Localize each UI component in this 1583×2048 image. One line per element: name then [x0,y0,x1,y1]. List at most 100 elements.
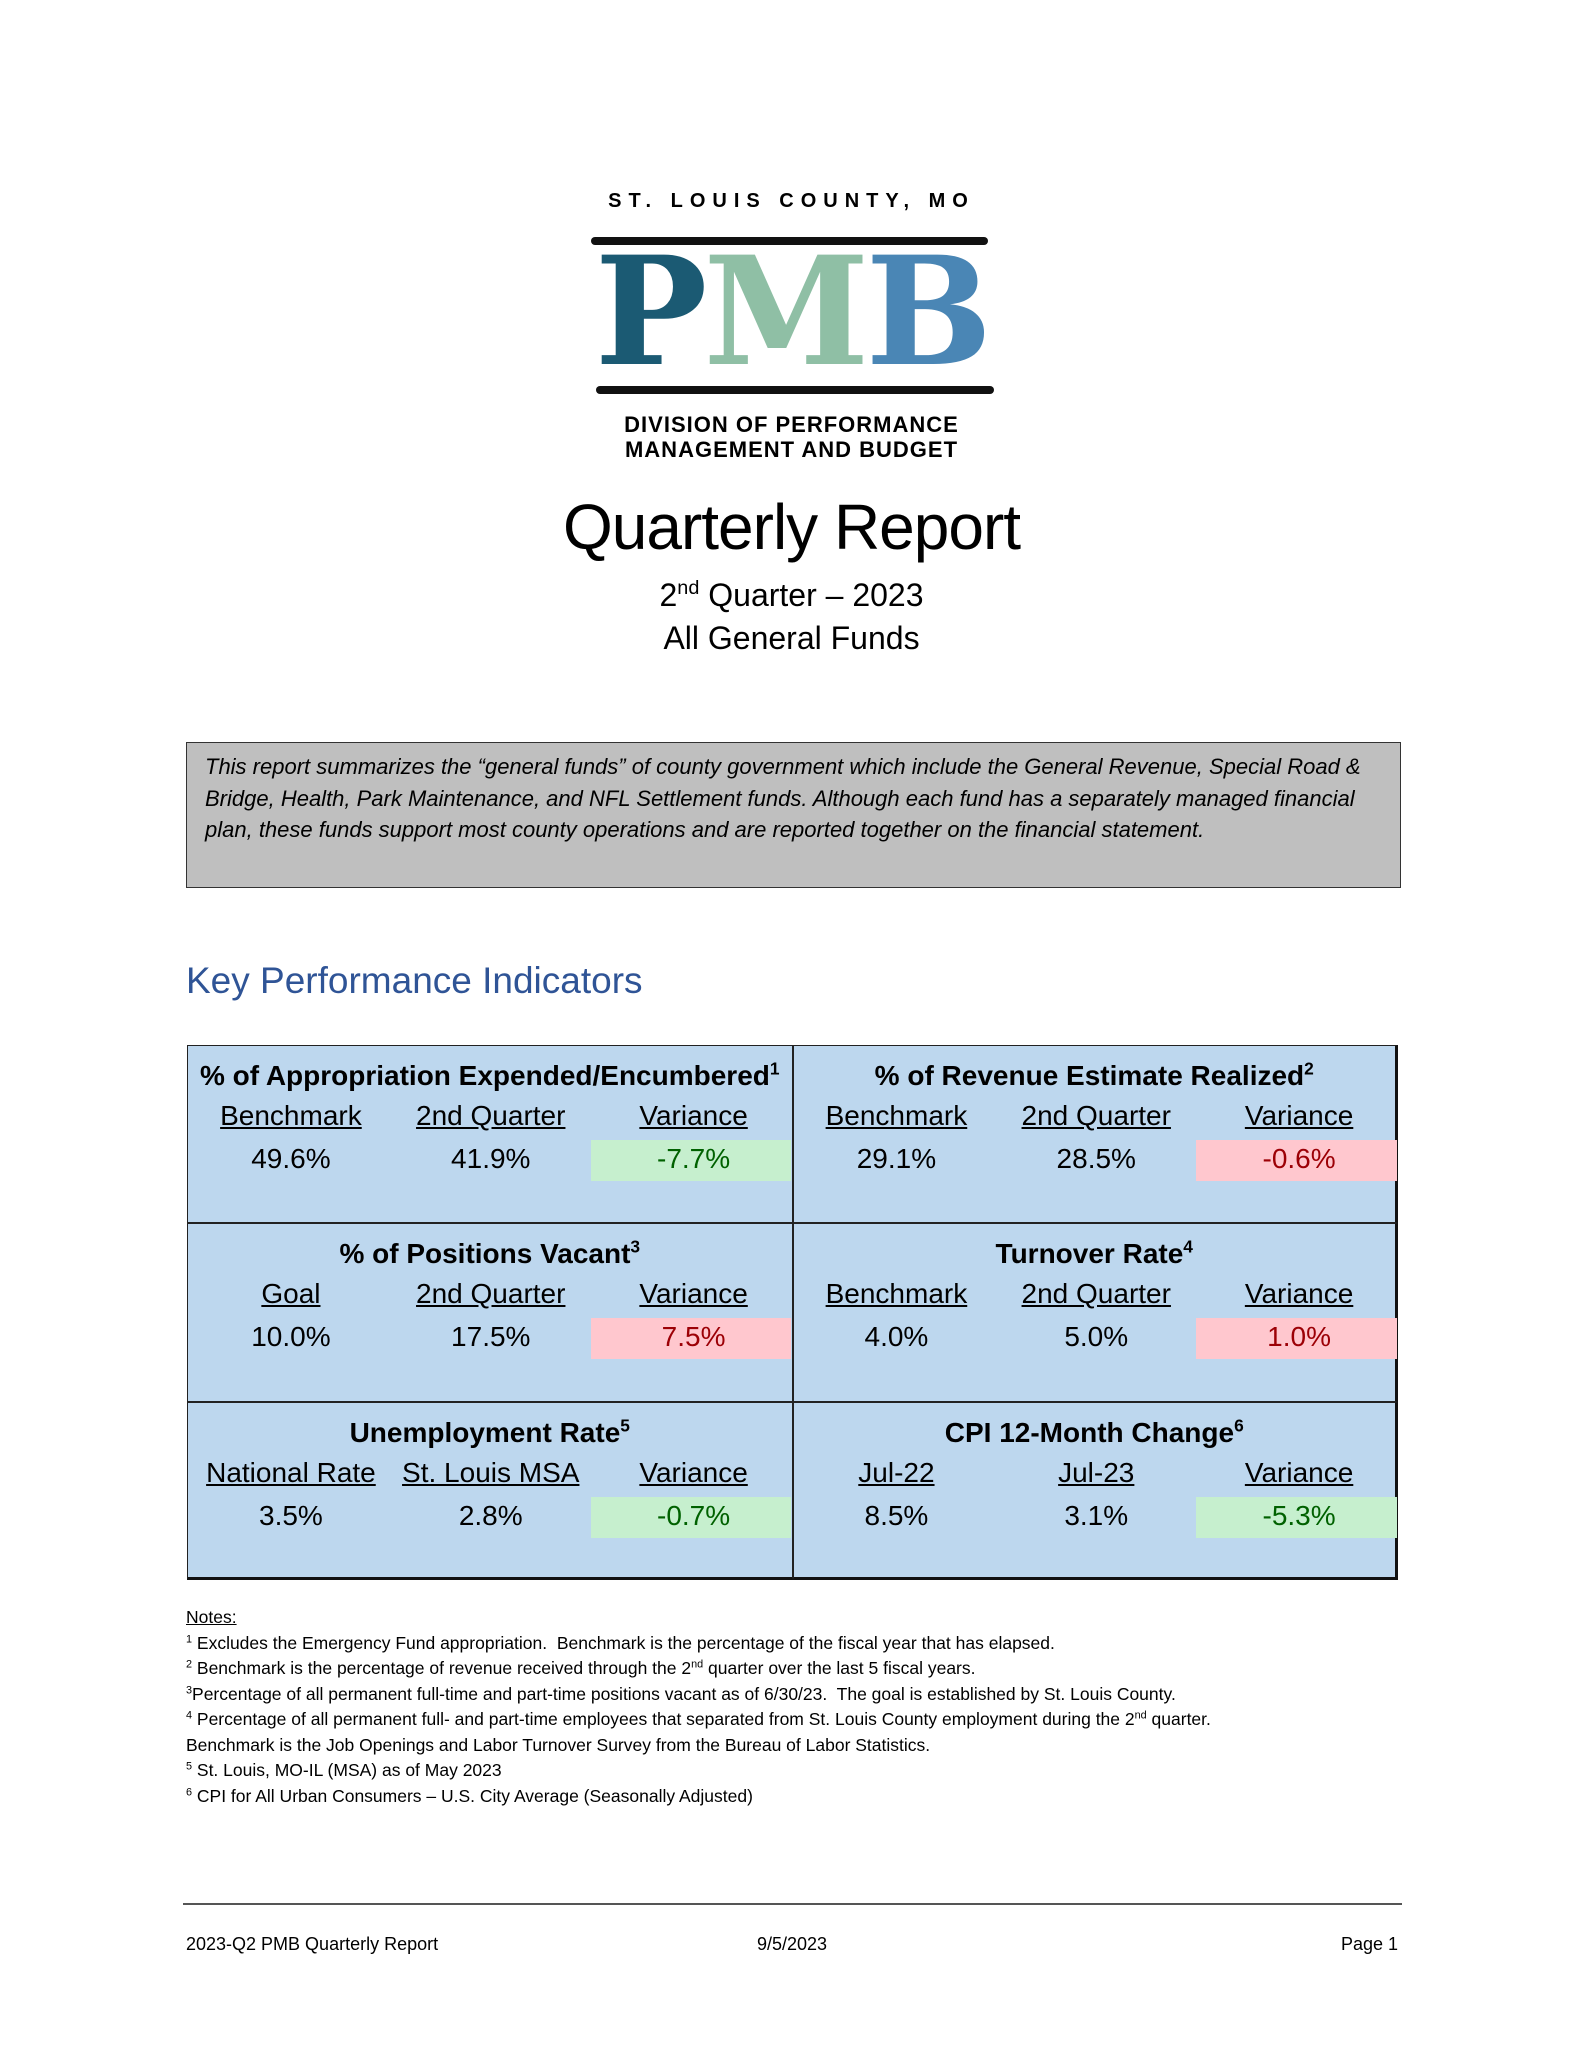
note-line: 4 Percentage of all permanent full- and … [186,1707,1211,1733]
kpi-value: 8.5% [864,1499,929,1531]
report-title: Quarterly Report [562,491,1021,563]
notes: Notes: 1 Excludes the Emergency Fund app… [186,1605,1211,1809]
note-sup: 3 [186,1684,193,1696]
footer-rule [183,1903,1402,1905]
kpi-title: CPI 12-Month Change6 [794,1417,1396,1449]
kpi-note-ref: 5 [620,1415,630,1436]
note-sup: 5 [186,1760,193,1773]
kpi-note-ref: 4 [1183,1236,1193,1257]
kpi-cell: % of Revenue Estimate Realized2 Benchmark… [792,1045,1398,1224]
kpi-header: Goal [261,1278,321,1310]
kpi-title: Unemployment Rate5 [188,1417,792,1449]
quarter-number: 2 [659,577,678,613]
note-text: Benchmark is the Job Openings and Labor … [186,1734,931,1755]
kpi-note-ref: 3 [630,1236,641,1257]
note-text: Percentage of all permanent full- and pa… [192,1709,1135,1729]
kpi-value: 41.9% [451,1143,531,1174]
note-text: St. Louis, MO-IL (MSA) as of May 2023 [192,1760,502,1780]
kpi-table: % of Appropriation Expended/Encumbered1 B… [187,1045,1398,1580]
kpi-value: 10.0% [251,1321,331,1353]
kpi-value: 17.5% [451,1321,531,1353]
kpi-header: Variance [1244,1456,1354,1488]
kpi-header: Benchmark [825,1100,968,1131]
note-sup: nd [691,1658,704,1671]
logo-letters: PMB [0,232,1583,392]
note-text: Benchmark is the percentage of revenue r… [192,1658,692,1678]
footer-center: 9/5/2023 [756,1934,828,1954]
note-line: 2 Benchmark is the percentage of revenue… [186,1656,1211,1682]
kpi-note-ref: 1 [769,1058,780,1079]
variance-box [1196,1140,1397,1181]
note-sup: nd [1134,1709,1147,1722]
summary-box: This report summarizes the “general fund… [186,742,1401,888]
kpi-value: 3.1% [1064,1499,1129,1531]
kpi-title-text: Turnover Rate [995,1238,1184,1270]
kpi-header: Variance [639,1100,748,1131]
footer-left: 2023-Q2 PMB Quarterly Report [186,1934,439,1954]
variance-box [590,1140,792,1181]
note-line: 6 CPI for All Urban Consumers – U.S. Cit… [186,1784,1211,1810]
kpi-cell: Turnover Rate4 Benchmark 2nd Quarter Varian… [792,1223,1398,1402]
kpi-value: 2.8% [458,1499,523,1531]
note-text: CPI for All Urban Consumers – U.S. City … [192,1785,753,1806]
kpi-header: 2nd Quarter [416,1100,566,1131]
kpi-value: -0.7% [657,1499,731,1531]
kpi-value: 1.0% [1267,1321,1331,1353]
kpi-title-text: % of Revenue Estimate Realized [874,1060,1305,1091]
kpi-header: Variance [1244,1278,1354,1310]
kpi-cell: Unemployment Rate5 National Rate St. Louis… [187,1401,793,1580]
kpi-title-text: Unemployment Rate [349,1416,621,1448]
quarter: 2nd Quarter – 2023 [0,577,1583,614]
note-text: quarter over the last 5 fiscal years. [703,1658,976,1678]
kpi-title: Turnover Rate4 [794,1238,1396,1270]
note-line: 1 Excludes the Emergency Fund appropriat… [186,1631,1211,1657]
kpi-value: 29.1% [856,1143,937,1174]
variance-box [590,1318,792,1360]
kpi-header: St. Louis MSA [402,1456,580,1488]
kpi-header: 2nd Quarter [416,1278,566,1310]
note-sup: 4 [186,1709,193,1722]
note-line: 3Percentage of all permanent full-time a… [186,1682,1211,1708]
kpi-header: Variance [639,1456,748,1488]
kpi-header: Variance [1244,1100,1354,1131]
note-text: Percentage of all permanent full-time an… [192,1683,1176,1704]
logo-letter: P [594,224,708,400]
note-text: quarter. [1146,1709,1211,1729]
kpi-title: % of Appropriation Expended/Encumbered1 [188,1060,792,1092]
kpi-note-ref: 6 [1234,1415,1244,1436]
kpi-cell: % of Positions Vacant3 Goal 2nd Quarter Var… [187,1223,793,1402]
kpi-title: % of Revenue Estimate Realized2 [794,1060,1396,1092]
notes-heading: Notes: [186,1607,237,1627]
variance-box [1196,1496,1397,1538]
section-heading: Key Performance Indicators [186,960,643,1001]
note-sup: 1 [186,1633,193,1645]
variance-box [590,1496,792,1538]
logo-letter: M [703,224,869,400]
kpi-cell: % of Appropriation Expended/Encumbered1 B… [187,1045,793,1224]
kpi-header: 2nd Quarter [1021,1100,1171,1131]
kpi-header: National Rate [206,1456,376,1488]
variance-box [1196,1318,1397,1360]
logo-rule [596,386,994,394]
kpi-title: % of Positions Vacant3 [188,1238,792,1270]
kpi-note-ref: 2 [1304,1058,1314,1079]
kpi-header: Benchmark [220,1100,362,1131]
division-name: DIVISION OF PERFORMANCE MANAGEMENT AND B… [0,412,1583,462]
kpi-header: Variance [639,1278,748,1310]
county-name: ST. LOUIS COUNTY, MO [608,190,975,212]
kpi-value: -5.3% [1262,1499,1336,1531]
note-text: Excludes the Emergency Fund appropriatio… [192,1632,1055,1653]
division-line: MANAGEMENT AND BUDGET [624,437,959,462]
kpi-value: 49.6% [251,1143,331,1174]
logo-rule [591,237,988,245]
funds: All General Funds [663,620,920,656]
kpi-header: Jul-22 [858,1456,935,1488]
note-line: Benchmark is the Job Openings and Labor … [186,1733,1211,1759]
division-line: DIVISION OF PERFORMANCE [624,412,959,437]
kpi-title-text: % of Positions Vacant [339,1238,631,1270]
kpi-title-text: CPI 12-Month Change [944,1416,1235,1448]
quarter-sup: nd [677,577,700,600]
kpi-title-text: % of Appropriation Expended/Encumbered [199,1060,770,1091]
kpi-cell: CPI 12-Month Change6 Jul-22 Jul-23 Variance… [792,1401,1398,1580]
